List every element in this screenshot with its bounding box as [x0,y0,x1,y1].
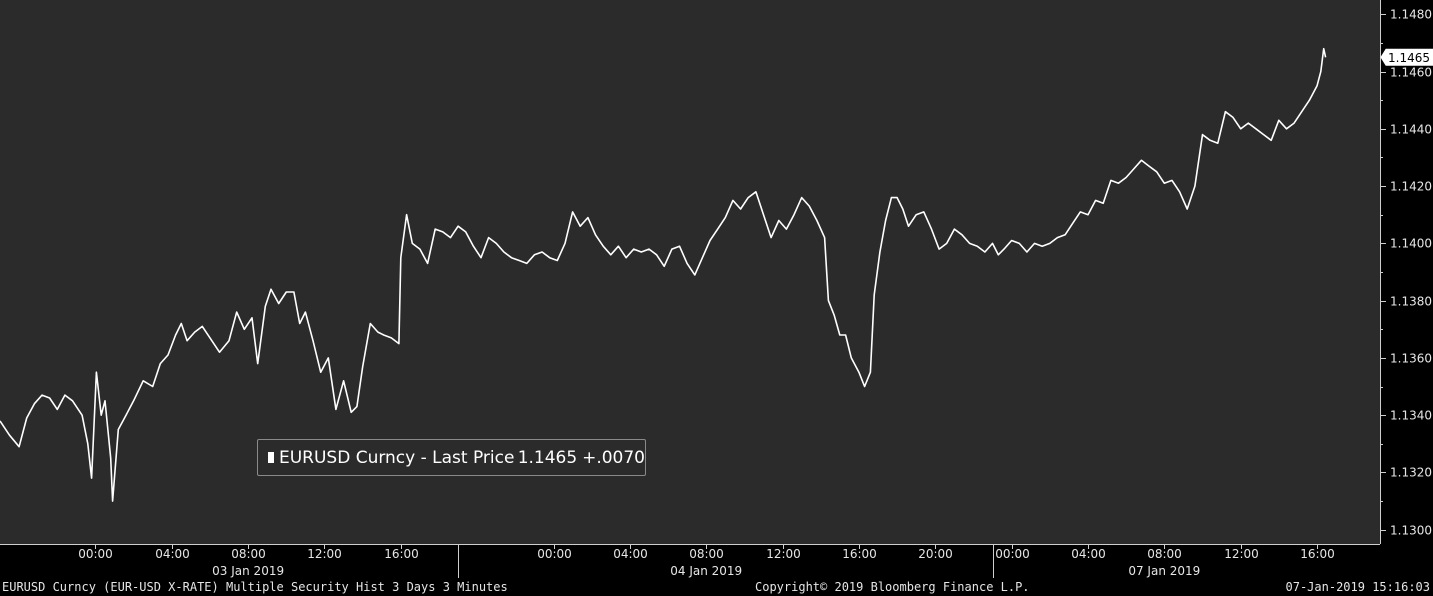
price-chart: 1.1300 1.1320 1.1340 1.1360 1.1380 1.1400 1.14… [0,0,1433,579]
x-tick-label: 04:00 [613,547,648,561]
x-tick-label: 12:00 [1224,547,1259,561]
x-date-label: 07 Jan 2019 [1128,564,1200,578]
x-tick-label: 08:00 [689,547,724,561]
last-value-label: 1.1465 [1388,51,1430,65]
y-tick-label: 1.1340 [1390,409,1432,423]
footer-copyright: Copyright© 2019 Bloomberg Finance L.P. [755,580,1030,594]
x-tick-label: 16:00 [842,547,877,561]
y-tick-label: 1.1320 [1390,466,1432,480]
y-tick-label: 1.1300 [1390,524,1432,538]
y-tick-label: 1.1400 [1390,237,1432,251]
x-tick-label: 08:00 [1147,547,1182,561]
footer-timestamp: 07-Jan-2019 15:16:03 [1285,580,1431,594]
series-line [0,47,1327,502]
x-tick-label: 00:00 [995,547,1030,561]
legend-series-label: EURUSD Curncy - Last Price [278,447,515,468]
x-date-label: 03 Jan 2019 [212,564,284,578]
legend-box: EURUSD Curncy - Last Price 1.1465 +.0070 [257,439,646,476]
y-tick-label: 1.1380 [1390,295,1432,309]
x-tick-label: 16:00 [384,547,419,561]
y-tick-label: 1.1420 [1390,180,1432,194]
y-tick-label: 1.1360 [1390,352,1432,366]
x-date-label: 04 Jan 2019 [670,564,742,578]
x-tick-label: 00:00 [78,547,113,561]
y-tick-label: 1.1460 [1390,66,1432,80]
legend-swatch [268,452,274,463]
legend-last-value: 1.1465 [517,447,578,468]
x-tick-label: 08:00 [231,547,266,561]
x-tick-label: 12:00 [766,547,801,561]
footer-bar: EURUSD Curncy (EUR-USD X-RATE) Multiple … [0,579,1433,596]
x-tick-label: 04:00 [1071,547,1106,561]
last-value-marker [1380,48,1433,66]
x-tick-label: 12:00 [307,547,342,561]
x-tick-label: 20:00 [918,547,953,561]
footer-security-info: EURUSD Curncy (EUR-USD X-RATE) Multiple … [2,580,508,594]
y-tick-label: 1.1480 [1390,8,1432,22]
y-tick-label: 1.1440 [1390,123,1432,137]
x-tick-label: 16:00 [1300,547,1335,561]
x-tick-label: 04:00 [155,547,190,561]
legend-change: +.0070 [582,447,645,468]
plot-background [0,0,1380,544]
x-tick-label: 00:00 [537,547,572,561]
